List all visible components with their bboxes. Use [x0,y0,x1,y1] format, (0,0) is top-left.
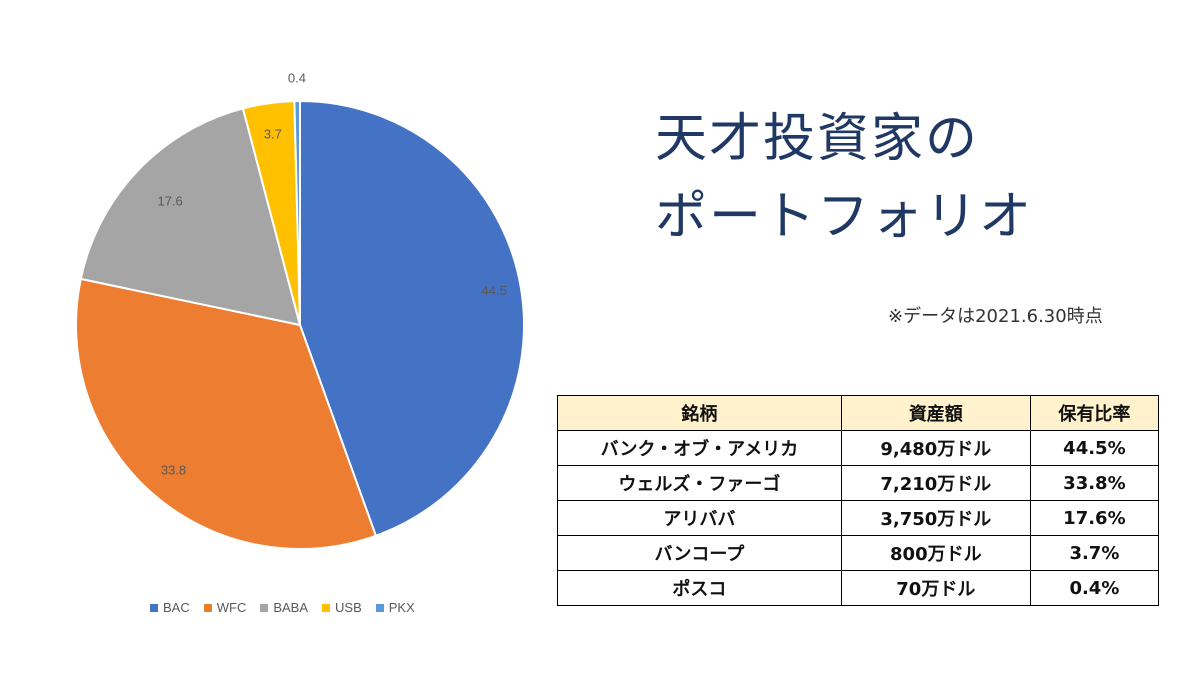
cell-name: バンク・オブ・アメリカ [557,430,842,466]
data-label-usb: 3.7 [264,126,282,141]
legend-swatch [375,603,384,612]
legend-swatch [260,603,269,612]
pie-slice-baba [79,107,302,327]
cell-amount: 70万ドル [840,570,1031,606]
legend-label: BAC [163,600,190,615]
legend-label: PKX [388,600,415,615]
pie-slice-wfc [75,277,378,550]
cell-name: バンコープ [557,535,842,571]
title-line-2: ポートフォリオ [655,187,1034,247]
legend-swatch [150,603,158,612]
table-row: バンク・オブ・アメリカ 9,480万ドル 44.5% [557,430,1160,466]
cell-ratio: 44.5% [1029,430,1160,466]
cell-ratio: 33.8% [1029,465,1160,501]
table-row: バンコープ 800万ドル 3.7% [557,535,1160,571]
cell-ratio: 3.7% [1029,535,1160,571]
pie-slice-bac [299,99,525,538]
legend-item-usb: USB [322,600,362,615]
legend-item-wfc: WFC [203,600,247,615]
cell-ratio: 17.6% [1029,500,1160,536]
table-header-row: 銘柄 資産額 保有比率 [557,395,1160,431]
holdings-table: 銘柄 資産額 保有比率 バンク・オブ・アメリカ 9,480万ドル 44.5% ウ… [557,395,1160,606]
pie-chart: 44.5 33.8 17.6 3.7 0.4 [75,71,525,550]
legend-label: USB [335,600,362,615]
data-label-bac: 44.5 [482,283,507,298]
table-row: アリババ 3,750万ドル 17.6% [557,500,1160,536]
cell-ratio: 0.4% [1029,570,1160,606]
legend-label: BABA [273,600,309,615]
title-line-1: 天才投資家の [655,109,980,169]
page-title: 天才投資家の ポートフォリオ [655,100,1033,256]
table-row: ウェルズ・ファーゴ 7,210万ドル 33.8% [557,465,1160,501]
chart-legend: BAC WFC BABA USB PKX [150,600,415,615]
table-row: ポスコ 70万ドル 0.4% [557,570,1160,606]
cell-amount: 3,750万ドル [840,500,1031,536]
data-label-pkx: 0.4 [288,71,306,86]
pie-slice-pkx [293,99,301,326]
legend-swatch [322,603,331,612]
cell-amount: 7,210万ドル [840,465,1031,501]
legend-label: WFC [216,600,247,615]
data-label-wfc: 33.8 [161,462,186,477]
header-amount: 資産額 [840,395,1031,431]
cell-name: ポスコ [557,570,842,606]
header-ratio: 保有比率 [1029,395,1160,431]
legend-swatch [203,603,212,612]
cell-name: アリババ [557,500,842,536]
data-date-note: ※データは2021.6.30時点 [888,306,1103,327]
cell-amount: 800万ドル [840,535,1031,571]
legend-item-baba: BABA [260,600,308,615]
legend-item-pkx: PKX [375,600,415,615]
data-label-baba: 17.6 [157,194,182,209]
cell-amount: 9,480万ドル [840,430,1031,466]
cell-name: ウェルズ・ファーゴ [557,465,842,501]
header-name: 銘柄 [557,395,842,431]
legend-item-bac: BAC [150,600,190,615]
